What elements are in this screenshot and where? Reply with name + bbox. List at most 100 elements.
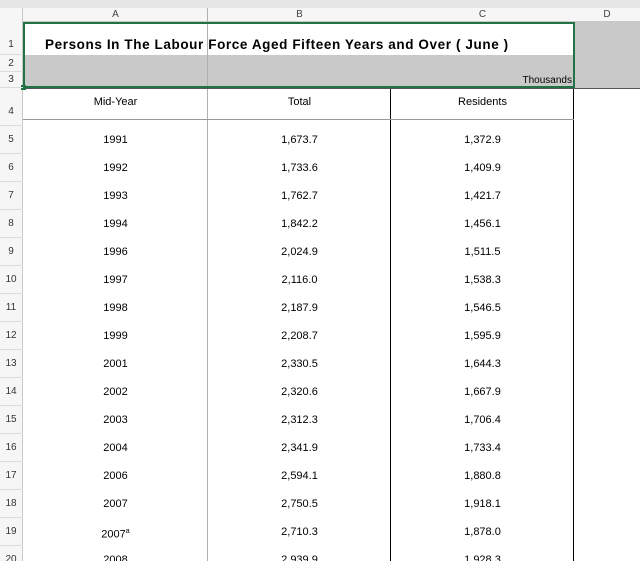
selection [23,22,575,88]
row-divider [0,237,23,238]
row-number: 14 [5,386,17,397]
row-header-bar [0,8,23,561]
table-cell: 1,673.7 [208,126,391,154]
gray-band [574,22,640,88]
cell-text: 1,644.3 [464,358,501,370]
cell-text: 1,706.4 [464,414,501,426]
cell-text: 2007 [101,528,126,541]
table-cell: 1,880.8 [391,462,574,490]
cell-text: 2,312.3 [281,414,318,426]
table-cell: 1,667.9 [391,378,574,406]
row-number: 16 [5,442,17,453]
cell-text: 1991 [103,134,128,146]
table-cell: 2,330.5 [208,350,391,378]
table-cell: 1,546.5 [391,294,574,322]
cell-text: 2,024.9 [281,246,318,258]
cell-text: 1,538.3 [464,274,501,286]
row-number: 10 [5,274,17,285]
table-cell: 2,312.3 [208,406,391,434]
cell-text: 1,595.9 [464,330,501,342]
cell-text: 1994 [103,218,128,230]
table-cell: 2,187.9 [208,294,391,322]
row-number: 19 [5,526,17,537]
table-cell: 1,733.6 [208,154,391,182]
table-cell: 2006 [23,462,208,490]
row-divider [0,87,23,88]
table-cell: 1994 [23,210,208,238]
table-cell: 1,928.3 [391,546,574,561]
row-number: 13 [5,358,17,369]
cell-text: 2001 [103,358,128,370]
title: Persons In The Labour Force Aged Fifteen… [45,37,509,52]
row-divider [0,71,23,72]
column-header: B [296,9,303,20]
toolbar-edge [0,0,640,8]
row-divider [0,153,23,154]
row-number: 7 [8,190,14,201]
row-number: 3 [8,74,14,85]
table-cell: 2004 [23,434,208,462]
cell-text: 2,750.5 [281,498,318,510]
row-number: 11 [5,302,17,313]
table-cell: 1,595.9 [391,322,574,350]
row-divider [0,54,23,55]
cell-text: 2,208.7 [281,330,318,342]
table-cell: 2,710.3 [208,518,391,546]
column-header: D [603,9,611,20]
cell-text: 1,918.1 [464,498,501,510]
row-divider [0,181,23,182]
cell-text: 1,928.3 [464,554,501,561]
cell-text: 1,733.6 [281,162,318,174]
row-number: 9 [8,246,14,257]
cell-text: 2004 [103,442,128,454]
cell-text: 2,939.9 [281,554,318,561]
table-cell: 1,733.4 [391,434,574,462]
table-cell: 1998 [23,294,208,322]
table-cell: 2,341.9 [208,434,391,462]
cell-text: 2007 [103,498,128,510]
fill-handle [21,85,26,90]
cell-text: 1,842.2 [281,218,318,230]
row-number: 5 [8,134,14,145]
table-cell: 2,594.1 [208,462,391,490]
cell-text: 1998 [103,302,128,314]
cell-text: 2,594.1 [281,470,318,482]
table-cell: 1996 [23,238,208,266]
table-cell: 2002 [23,378,208,406]
cell-text: 2,187.9 [281,302,318,314]
cell-text: 1,667.9 [464,386,501,398]
column-line [573,88,574,561]
row-divider [0,293,23,294]
row-divider [0,349,23,350]
row-divider [0,321,23,322]
table-cell: 1,918.1 [391,490,574,518]
table-cell: 1,842.2 [208,210,391,238]
cell-text: 1,733.4 [464,442,501,454]
cell-text: 1,673.7 [281,134,318,146]
cell-text: 2,710.3 [281,526,318,538]
column-line [207,8,208,561]
table-cell: 2,024.9 [208,238,391,266]
table-cell: 2,116.0 [208,266,391,294]
row-number: 4 [8,106,14,117]
row-line [23,88,640,89]
cell-text: 1992 [103,162,128,174]
row-number: 8 [8,218,14,229]
table-cell: 2008 [23,546,208,561]
table-cell: 1,372.9 [391,126,574,154]
cell-text: 2008 [103,554,128,561]
cell-text: 1,456.1 [464,218,501,230]
row-divider [0,545,23,546]
cell-text: 2,341.9 [281,442,318,454]
table-cell: 2,939.9 [208,546,391,561]
cell-text: 1,421.7 [464,190,501,202]
row-number: 1 [8,39,14,50]
row-divider [0,489,23,490]
row-divider [0,265,23,266]
column-heading: Residents [458,96,507,108]
table-cell: 1,456.1 [391,210,574,238]
column-heading: Mid-Year [93,96,138,108]
column-header: A [112,9,119,20]
row-number: 18 [5,498,17,509]
